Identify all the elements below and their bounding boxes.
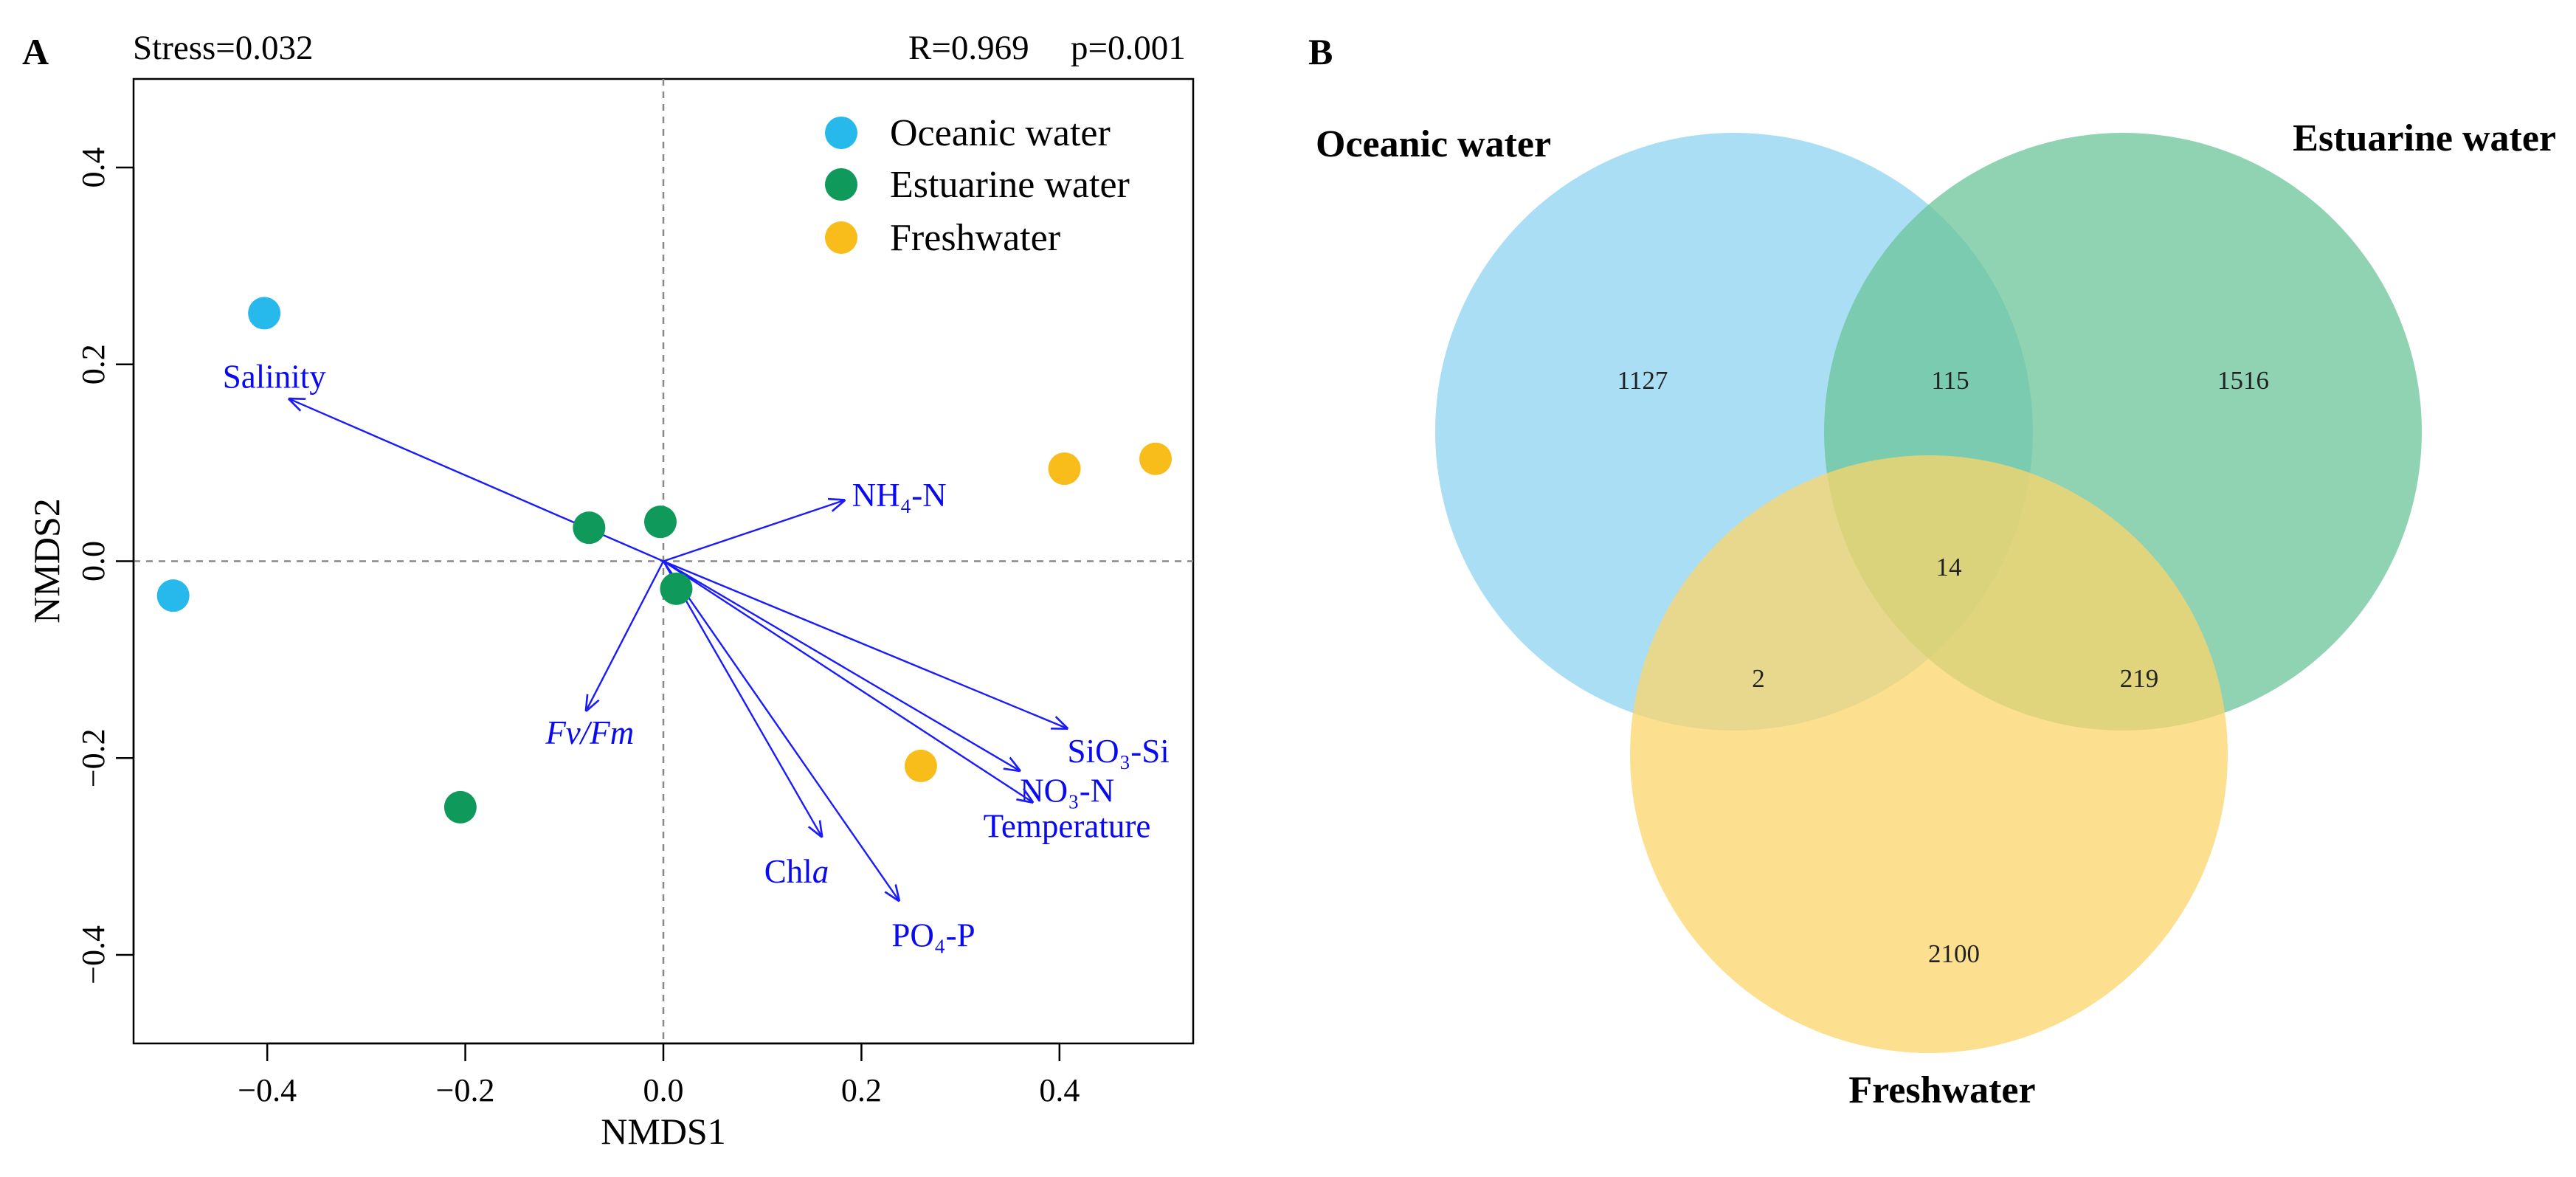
y-axis-label: NMDS2 xyxy=(26,498,67,623)
legend-label-freshwater: Freshwater xyxy=(890,217,1060,259)
venn-circles xyxy=(1435,133,2422,1053)
panel-b-letter: B xyxy=(1308,31,1333,72)
venn-count-oceanic-only: 1127 xyxy=(1617,366,1668,395)
stress-value: Stress=0.032 xyxy=(133,29,314,67)
sample-point-estuarine xyxy=(573,511,606,545)
legend: Oceanic water Estuarine water Freshwater xyxy=(825,112,1130,259)
sample-point-estuarine xyxy=(660,572,693,605)
legend-marker-freshwater xyxy=(825,221,857,254)
y-tick-label: 0.0 xyxy=(75,541,111,581)
sample-points xyxy=(156,297,1173,824)
x-tick-label: −0.2 xyxy=(436,1072,495,1108)
venn-count-estuarine-only: 1516 xyxy=(2217,366,2269,395)
env-vector-label: Temperature xyxy=(984,807,1151,844)
x-axis-label: NMDS1 xyxy=(601,1111,725,1152)
venn-count-estuarine-freshwater: 219 xyxy=(2120,664,2159,693)
x-tick-label: 0.0 xyxy=(643,1072,684,1108)
env-vector-label: Chla xyxy=(764,853,829,890)
venn-count-oceanic-estuarine: 115 xyxy=(1931,366,1969,395)
env-vector-arrow xyxy=(662,560,822,837)
y-tick-label: 0.2 xyxy=(75,344,111,384)
panel-a-letter: A xyxy=(22,31,49,72)
legend-label-oceanic: Oceanic water xyxy=(890,112,1111,154)
y-axis: −0.4 −0.2 0.0 0.2 0.4 xyxy=(75,148,135,984)
venn-count-all-three: 14 xyxy=(1936,553,1962,581)
x-axis: −0.4 −0.2 0.0 0.2 0.4 xyxy=(238,1042,1080,1108)
env-vector-arrow xyxy=(663,560,899,901)
sample-point-oceanic xyxy=(248,297,281,330)
x-tick-label: 0.2 xyxy=(841,1072,882,1108)
venn-label-oceanic: Oceanic water xyxy=(1316,123,1551,165)
sample-point-estuarine xyxy=(443,790,477,824)
legend-marker-estuarine xyxy=(825,168,857,201)
environmental-vectors: Salinity NH₄-N Fv/Fm SiO₃-SiNO₃-NTemperatur… xyxy=(223,358,1170,953)
env-vector-label: PO₄-P xyxy=(891,917,975,954)
sample-point-estuarine xyxy=(643,505,677,539)
sample-point-oceanic xyxy=(156,579,190,612)
env-vector-label: NO₃-N xyxy=(1020,773,1114,810)
nmds-panel: A Stress=0.032 R=0.969 p=0.001 −0.4 −0.2 0… xyxy=(22,29,1195,1152)
p-value: p=0.001 xyxy=(1071,29,1186,67)
venn-count-oceanic-freshwater: 2 xyxy=(1752,664,1765,693)
y-tick-label: −0.2 xyxy=(75,728,111,787)
env-vector-arrow xyxy=(663,560,1033,803)
sample-point-freshwater xyxy=(904,749,937,782)
env-vector-arrow xyxy=(663,560,1068,729)
venn-label-freshwater: Freshwater xyxy=(1848,1069,2035,1111)
x-tick-label: 0.4 xyxy=(1039,1072,1080,1108)
y-tick-label: −0.4 xyxy=(75,925,111,984)
env-vector-arrow xyxy=(663,560,1020,771)
env-vector-label: Salinity xyxy=(223,358,327,395)
venn-label-estuarine: Estuarine water xyxy=(2293,117,2556,159)
env-vector-label: NH₄-N xyxy=(852,477,947,514)
env-vector-label: SiO₃-Si xyxy=(1068,733,1170,770)
env-vector-arrow xyxy=(586,560,665,711)
r-statistic: R=0.969 xyxy=(908,29,1029,67)
sample-point-freshwater xyxy=(1048,452,1081,486)
y-tick-label: 0.4 xyxy=(75,148,111,188)
sample-point-freshwater xyxy=(1139,442,1173,475)
venn-circle-freshwater xyxy=(1630,455,2228,1053)
env-vector-arrow xyxy=(289,398,664,562)
x-tick-label: −0.4 xyxy=(238,1072,297,1108)
env-vector-label: Fv/Fm xyxy=(545,714,634,751)
venn-count-freshwater-only: 2100 xyxy=(1928,939,1980,968)
env-vector-arrow xyxy=(663,500,845,562)
legend-marker-oceanic xyxy=(825,117,857,149)
venn-panel: B Oceanic water Estuarine water Freshwat… xyxy=(1308,31,2556,1111)
legend-label-estuarine: Estuarine water xyxy=(890,164,1130,206)
